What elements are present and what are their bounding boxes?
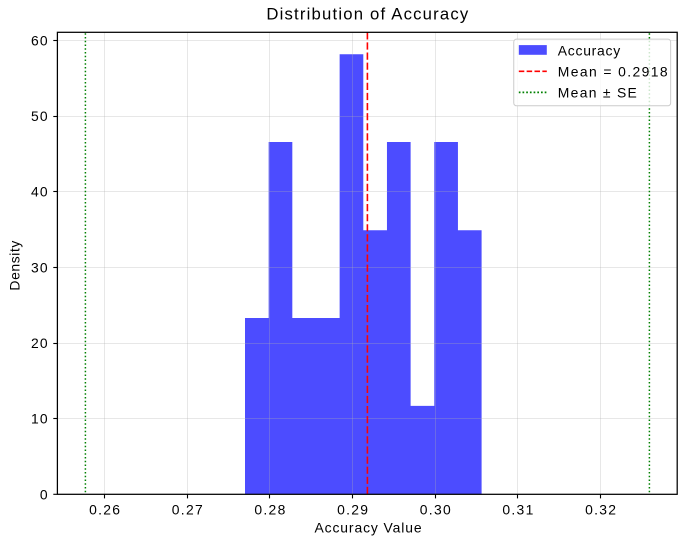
svg-text:0.29: 0.29 — [337, 502, 369, 518]
svg-text:Mean = 0.2918: Mean = 0.2918 — [558, 64, 669, 80]
svg-text:0.31: 0.31 — [502, 502, 534, 518]
svg-text:Mean ± SE: Mean ± SE — [558, 84, 638, 100]
svg-text:20: 20 — [31, 335, 49, 351]
svg-text:0.32: 0.32 — [585, 502, 617, 518]
svg-text:Accuracy Value: Accuracy Value — [314, 520, 422, 536]
svg-text:0: 0 — [40, 486, 49, 502]
svg-text:0.27: 0.27 — [172, 502, 204, 518]
svg-text:0.26: 0.26 — [89, 502, 121, 518]
svg-text:Density: Density — [7, 240, 23, 291]
svg-text:50: 50 — [31, 108, 49, 124]
svg-text:Accuracy: Accuracy — [558, 43, 621, 59]
svg-text:40: 40 — [31, 184, 49, 200]
svg-text:Distribution of Accuracy: Distribution of Accuracy — [266, 5, 469, 24]
svg-text:60: 60 — [31, 32, 49, 48]
svg-text:10: 10 — [31, 411, 49, 427]
svg-text:30: 30 — [31, 259, 49, 275]
svg-text:0.30: 0.30 — [420, 502, 452, 518]
svg-text:0.28: 0.28 — [254, 502, 286, 518]
